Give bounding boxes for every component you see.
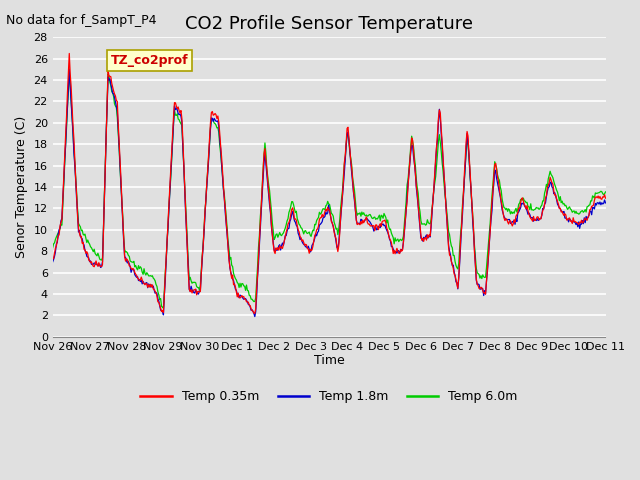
Temp 6.0m [159,305,167,311]
Temp 0.35m [65,50,73,56]
Temp 0.35m [420,239,428,244]
Temp 6.0m [301,228,308,234]
Temp 1.8m [301,242,308,248]
Temp 6.0m [467,184,475,190]
Temp 0.35m [251,311,259,316]
Temp 6.0m [420,221,428,227]
Temp 0.35m [192,286,200,292]
Title: CO2 Profile Sensor Temperature: CO2 Profile Sensor Temperature [185,15,473,33]
Line: Temp 1.8m: Temp 1.8m [52,69,605,317]
Temp 0.35m [49,256,56,262]
Line: Temp 6.0m: Temp 6.0m [52,72,605,308]
Temp 6.0m [148,274,156,279]
Temp 6.0m [49,245,56,251]
Temp 1.8m [148,282,156,288]
Temp 1.8m [65,66,73,72]
Temp 1.8m [467,182,475,188]
Text: No data for f_SampT_P4: No data for f_SampT_P4 [6,14,157,27]
X-axis label: Time: Time [314,354,344,367]
Y-axis label: Senor Temperature (C): Senor Temperature (C) [15,116,28,258]
Temp 0.35m [602,195,609,201]
Text: TZ_co2prof: TZ_co2prof [111,54,188,67]
Temp 1.8m [192,287,200,292]
Legend: Temp 0.35m, Temp 1.8m, Temp 6.0m: Temp 0.35m, Temp 1.8m, Temp 6.0m [136,385,523,408]
Temp 0.35m [467,181,475,187]
Temp 1.8m [602,200,609,206]
Temp 1.8m [420,234,428,240]
Temp 1.8m [251,314,259,320]
Temp 1.8m [376,225,384,230]
Temp 0.35m [148,284,156,290]
Temp 6.0m [602,189,609,195]
Temp 1.8m [49,259,56,265]
Line: Temp 0.35m: Temp 0.35m [52,53,605,313]
Temp 6.0m [65,69,73,74]
Temp 6.0m [376,218,384,224]
Temp 6.0m [193,284,200,289]
Temp 0.35m [376,221,384,227]
Temp 0.35m [301,242,308,248]
